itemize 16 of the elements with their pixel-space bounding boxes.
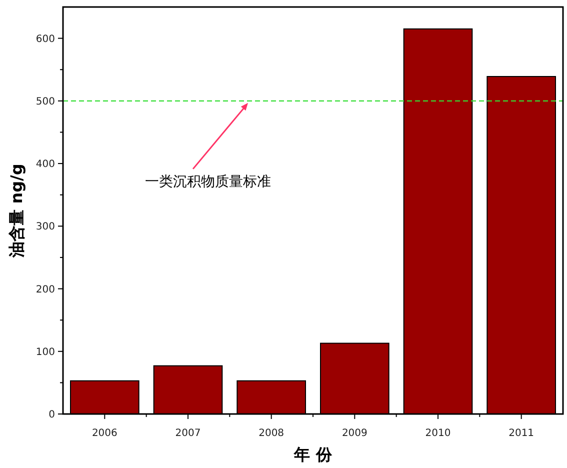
- y-tick-label: 600: [36, 34, 55, 45]
- y-tick-label: 200: [36, 284, 55, 296]
- x-tick-label: 2009: [342, 428, 368, 439]
- x-tick-label: 2008: [258, 428, 284, 439]
- x-tick-label: 2007: [175, 428, 201, 439]
- y-tick-label: 300: [36, 222, 55, 233]
- ref-line-label: 一类沉积物质量标准: [145, 174, 271, 190]
- y-tick-label: 100: [36, 346, 55, 358]
- x-tick-label: 2006: [92, 428, 118, 439]
- y-tick-label: 400: [36, 159, 55, 170]
- x-tick-label: 2011: [508, 428, 534, 439]
- y-tick-label: 500: [36, 96, 55, 108]
- y-axis-title: 油含量 ng/g: [7, 164, 26, 258]
- y-tick-label: 0: [48, 410, 55, 420]
- x-tick-label: 2010: [425, 428, 451, 439]
- x-axis-title: 年 份: [293, 445, 333, 464]
